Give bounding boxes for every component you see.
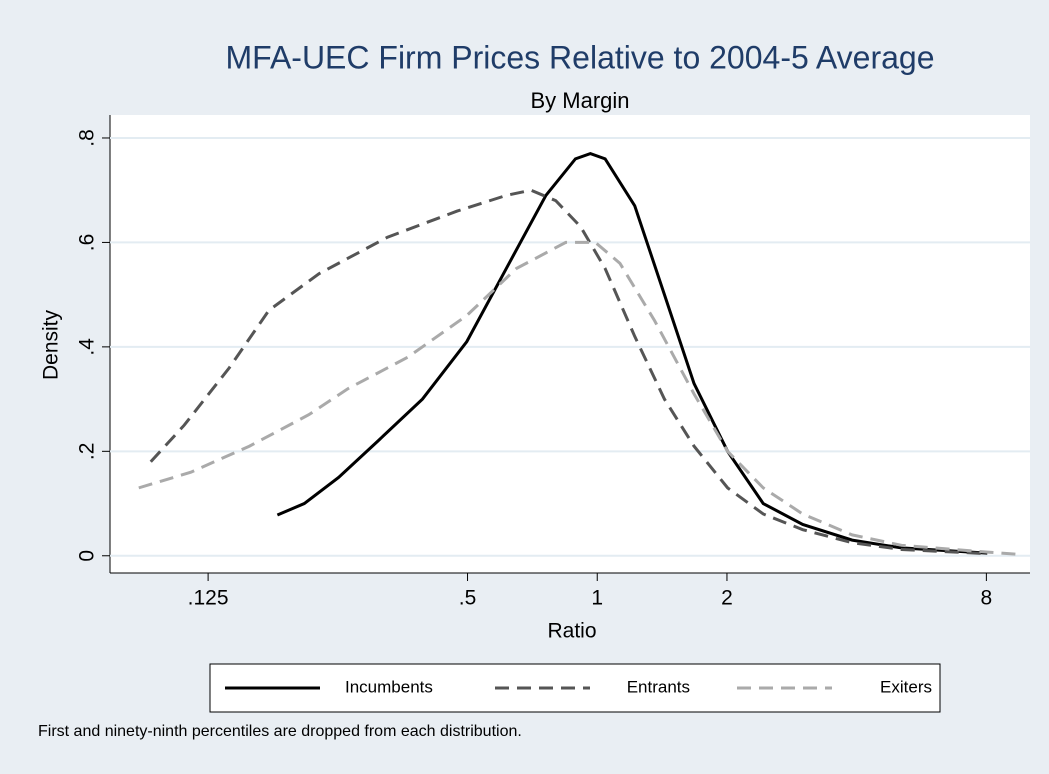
x-tick-label: .5 — [459, 587, 477, 610]
legend-label: Exiters — [880, 677, 932, 696]
y-tick-label: .6 — [76, 234, 99, 252]
y-tick-label: 0 — [76, 550, 99, 562]
legend-label: Entrants — [627, 677, 690, 696]
x-tick-label: .125 — [188, 587, 229, 610]
x-tick-label: 8 — [981, 587, 993, 610]
y-axis-title: Density — [40, 309, 63, 380]
y-tick-label: .4 — [76, 338, 99, 356]
plot-area — [110, 115, 1030, 573]
footnote: First and ninety-ninth percentiles are d… — [38, 723, 522, 740]
y-tick-label: .8 — [76, 129, 99, 147]
y-tick-label: .2 — [76, 443, 99, 461]
x-tick-label: 2 — [721, 587, 733, 610]
chart-title: MFA-UEC Firm Prices Relative to 2004-5 A… — [226, 39, 935, 75]
chart-subtitle: By Margin — [530, 88, 629, 113]
x-axis-title: Ratio — [547, 620, 596, 643]
legend-label: Incumbents — [345, 677, 433, 696]
x-tick-label: 1 — [591, 587, 603, 610]
series-line — [276, 152, 988, 555]
